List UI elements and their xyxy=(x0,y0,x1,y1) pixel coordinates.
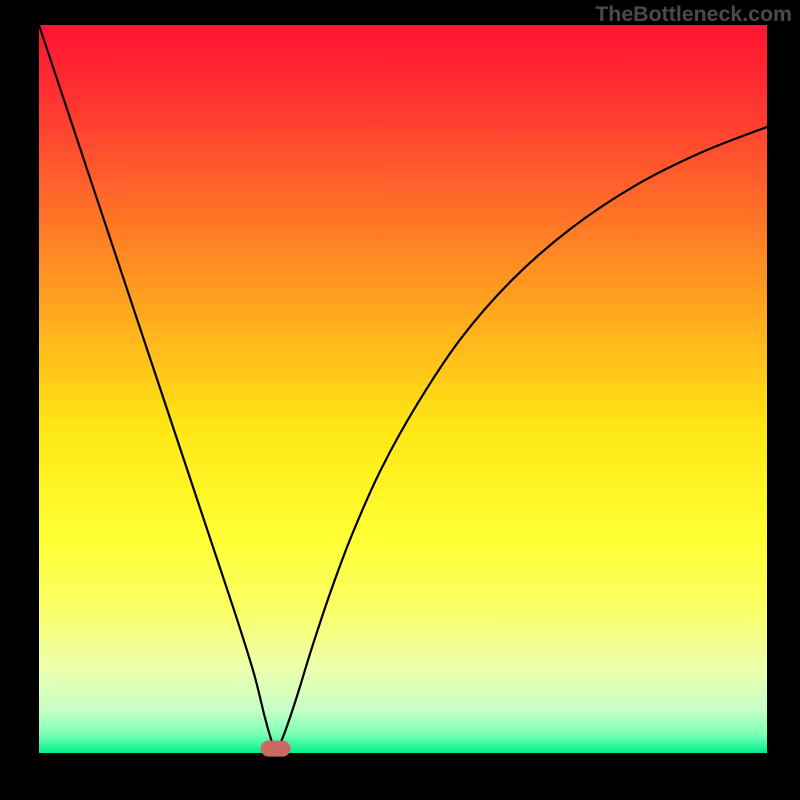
watermark-text: TheBottleneck.com xyxy=(595,2,792,27)
plot-gradient-background xyxy=(39,25,767,753)
optimum-marker xyxy=(261,741,291,757)
bottleneck-chart xyxy=(0,0,800,800)
chart-stage: TheBottleneck.com xyxy=(0,0,800,800)
